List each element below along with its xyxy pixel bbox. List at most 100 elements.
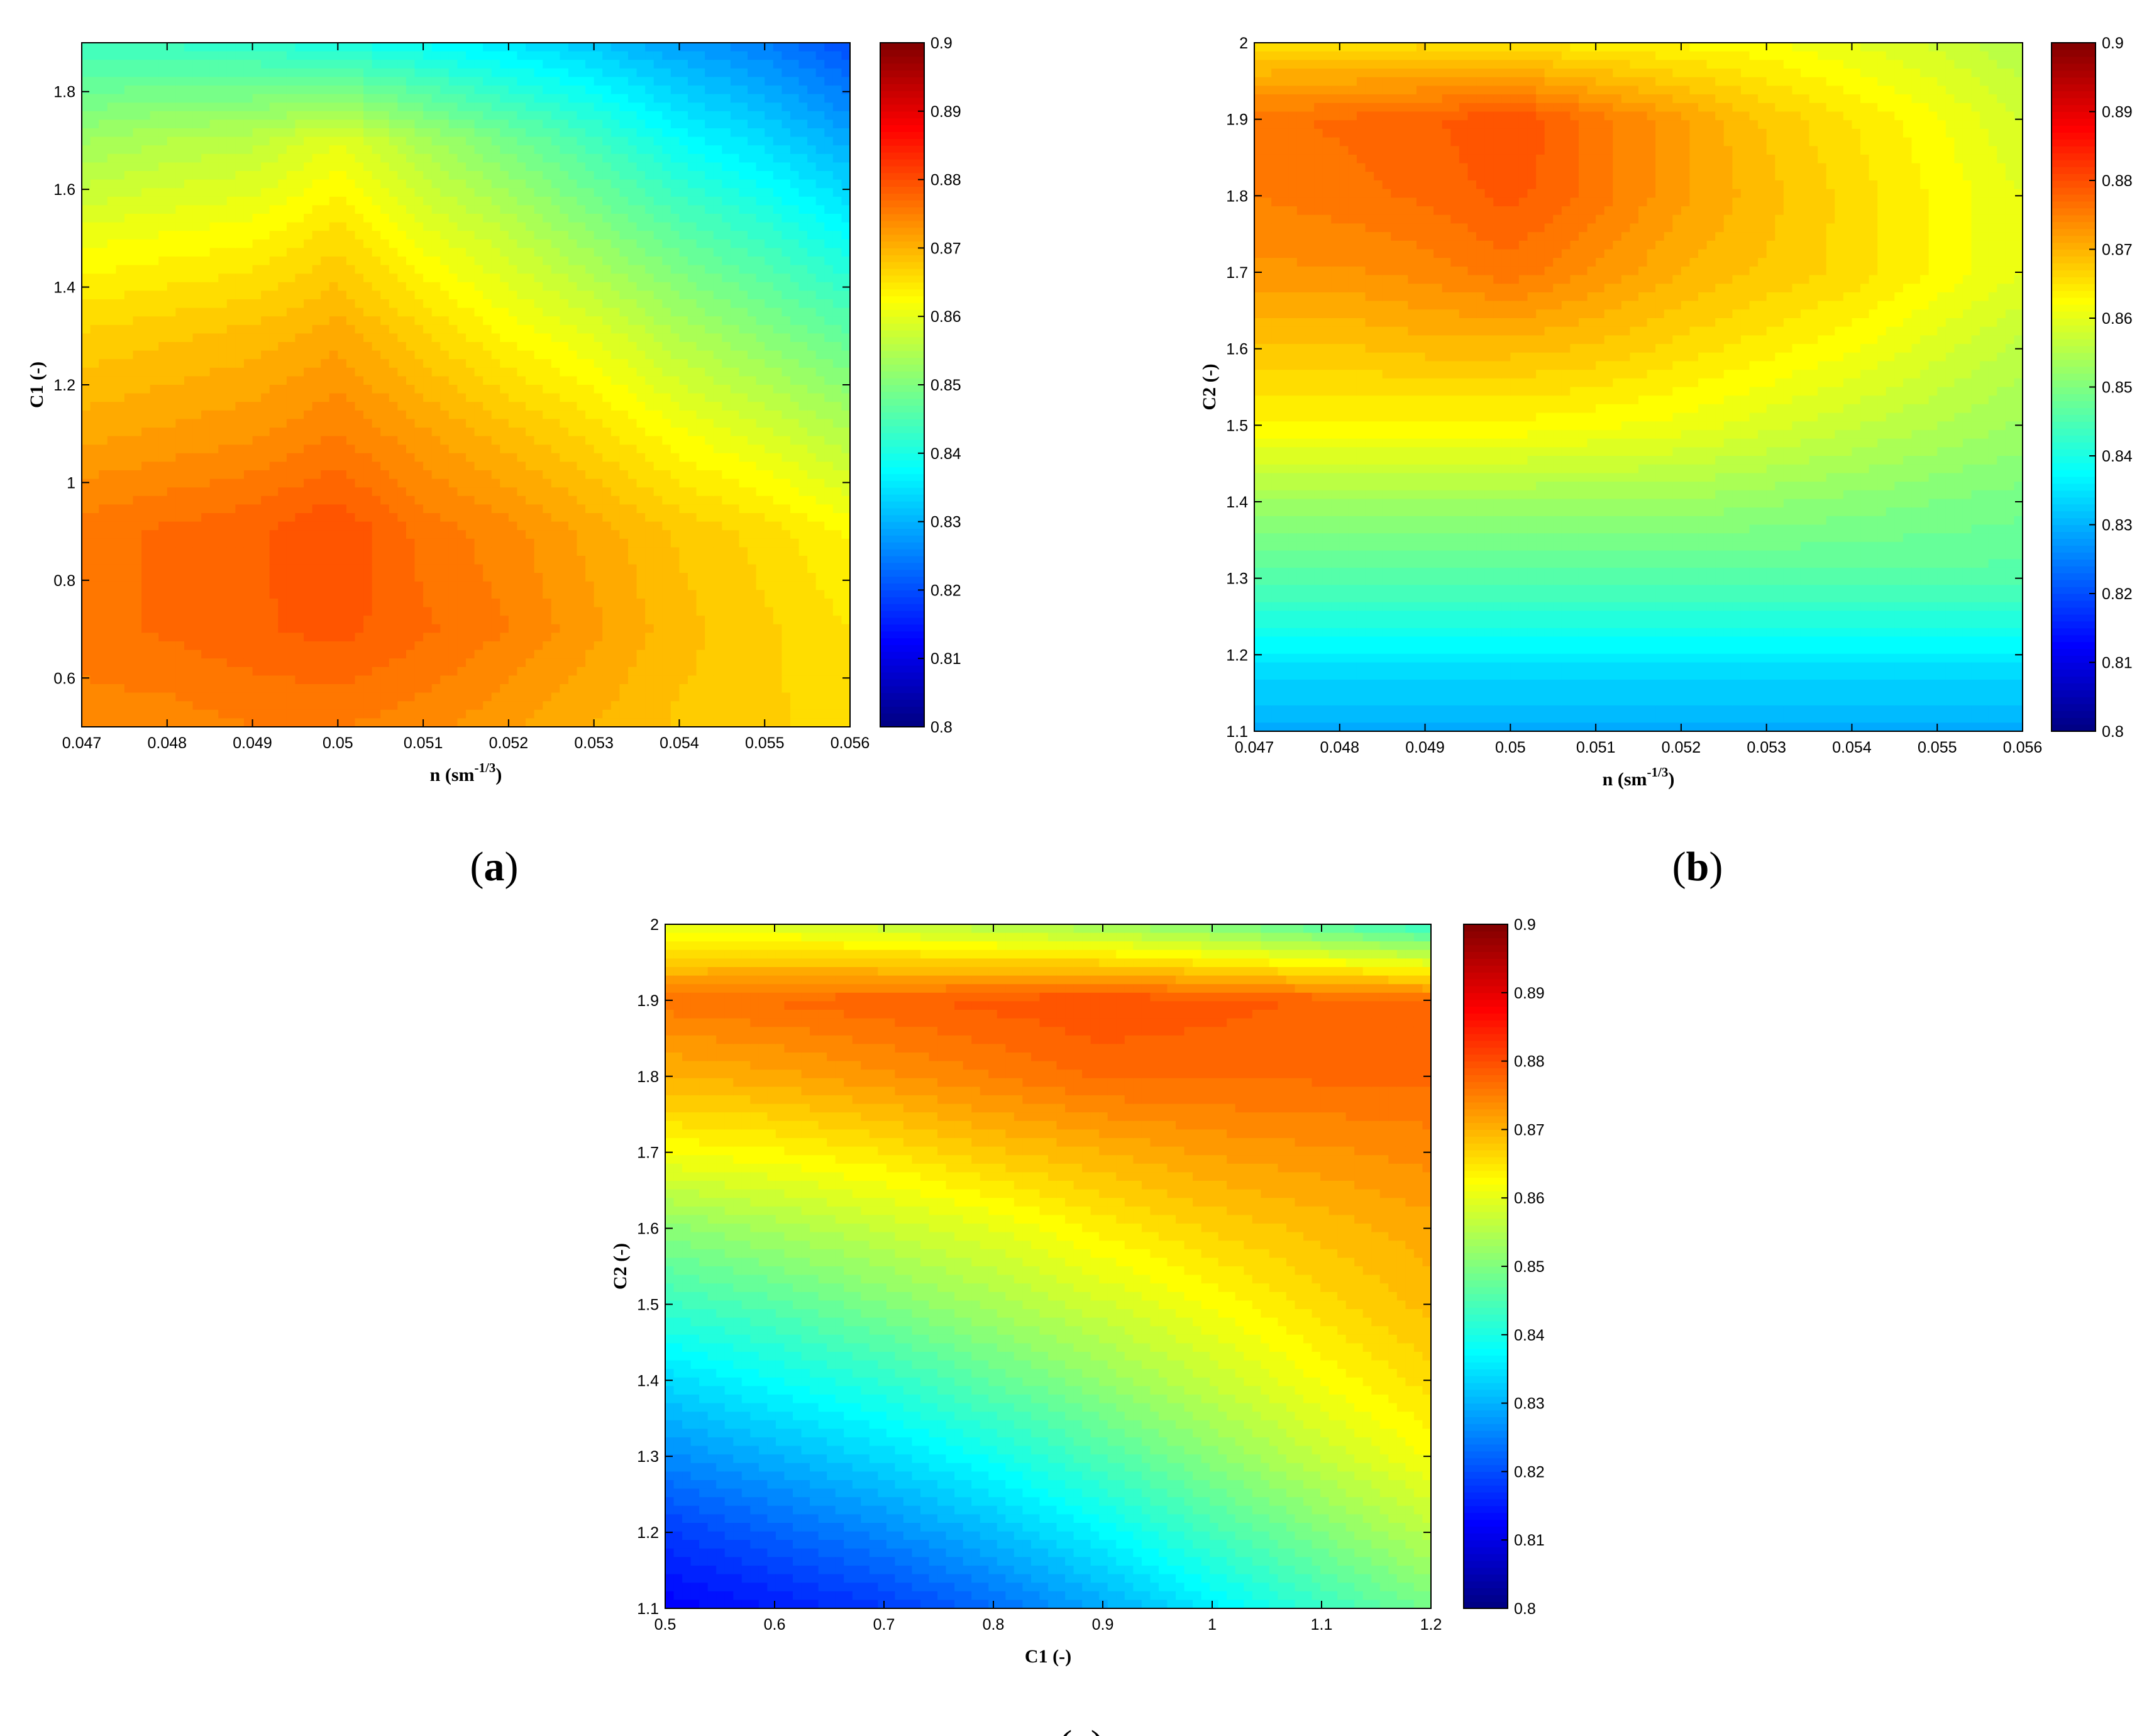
heatmap-cell bbox=[560, 478, 569, 488]
heatmap-cell bbox=[355, 462, 364, 471]
heatmap-cell bbox=[124, 324, 134, 334]
heatmap-cell bbox=[338, 179, 347, 189]
heatmap-cell bbox=[389, 709, 398, 719]
heatmap-cell bbox=[184, 599, 194, 608]
heatmap-cell bbox=[269, 445, 279, 454]
heatmap-cell bbox=[406, 564, 416, 573]
heatmap-cell bbox=[431, 102, 441, 112]
heatmap-cell bbox=[158, 530, 168, 539]
heatmap-cell bbox=[423, 573, 433, 582]
heatmap-cell bbox=[321, 650, 330, 659]
heatmap-cell bbox=[141, 556, 151, 565]
heatmap-cell bbox=[99, 633, 108, 642]
heatmap-cell bbox=[141, 470, 151, 480]
heatmap-cell bbox=[99, 478, 108, 488]
heatmap-cell bbox=[389, 692, 398, 702]
heatmap-cell bbox=[440, 119, 450, 129]
heatmap-cell bbox=[226, 419, 236, 428]
heatmap-cell bbox=[90, 436, 99, 445]
heatmap-cell bbox=[585, 538, 595, 548]
heatmap-cell bbox=[551, 428, 560, 437]
heatmap-cell bbox=[440, 239, 450, 248]
heatmap-cell bbox=[508, 324, 518, 334]
heatmap-cell bbox=[355, 359, 364, 368]
heatmap-cell bbox=[116, 367, 125, 377]
heatmap-cell bbox=[184, 692, 194, 702]
heatmap-cell bbox=[560, 564, 569, 573]
heatmap-cell bbox=[380, 581, 390, 590]
heatmap-cell bbox=[380, 692, 390, 702]
heatmap-cell bbox=[116, 402, 125, 411]
heatmap-cell bbox=[414, 367, 424, 377]
heatmap-cell bbox=[543, 641, 552, 651]
heatmap-cell bbox=[500, 666, 509, 676]
heatmap-cell bbox=[389, 718, 398, 727]
heatmap-cell bbox=[610, 222, 620, 231]
heatmap-cell bbox=[321, 43, 330, 52]
heatmap-cell bbox=[517, 94, 526, 103]
heatmap-cell bbox=[133, 214, 142, 223]
heatmap-cell bbox=[321, 359, 330, 368]
heatmap-cell bbox=[338, 51, 347, 60]
heatmap-cell bbox=[133, 290, 142, 300]
heatmap-cell bbox=[304, 342, 313, 351]
heatmap-cell bbox=[517, 607, 526, 616]
heatmap-cell bbox=[218, 51, 228, 60]
heatmap-cell bbox=[304, 564, 313, 573]
heatmap-cell bbox=[167, 692, 176, 702]
heatmap-cell bbox=[500, 239, 509, 248]
heatmap-cell bbox=[99, 616, 108, 625]
heatmap-cell bbox=[90, 616, 99, 625]
heatmap-cell bbox=[124, 171, 134, 180]
heatmap-cell bbox=[124, 205, 134, 214]
heatmap-cell bbox=[355, 709, 364, 719]
heatmap-cell bbox=[372, 222, 381, 231]
heatmap-cell bbox=[491, 205, 500, 214]
heatmap-cell bbox=[133, 590, 142, 599]
heatmap-cell bbox=[346, 616, 356, 625]
heatmap-cell bbox=[167, 68, 176, 77]
heatmap-cell bbox=[389, 513, 398, 522]
heatmap-cell bbox=[594, 675, 603, 685]
heatmap-cell bbox=[610, 77, 620, 86]
heatmap-cell bbox=[167, 162, 176, 172]
heatmap-cell bbox=[338, 248, 347, 257]
heatmap-cell bbox=[526, 436, 535, 445]
heatmap-cell bbox=[543, 188, 552, 197]
heatmap-cell bbox=[329, 171, 338, 180]
heatmap-cell bbox=[500, 153, 509, 163]
heatmap-cell bbox=[414, 342, 424, 351]
heatmap-cell bbox=[534, 513, 543, 522]
heatmap-cell bbox=[321, 495, 330, 505]
heatmap-cell bbox=[534, 385, 543, 394]
heatmap-cell bbox=[551, 709, 560, 719]
heatmap-cell bbox=[517, 633, 526, 642]
heatmap-cell bbox=[380, 624, 390, 633]
heatmap-cell bbox=[133, 316, 142, 326]
heatmap-cell bbox=[321, 367, 330, 377]
heatmap-cell bbox=[577, 162, 586, 172]
heatmap-cell bbox=[278, 376, 287, 385]
heatmap-cell bbox=[568, 495, 578, 505]
heatmap-cell bbox=[261, 590, 270, 599]
heatmap-cell bbox=[517, 299, 526, 309]
heatmap-cell bbox=[372, 385, 381, 394]
heatmap-cell bbox=[252, 153, 262, 163]
heatmap-cell bbox=[235, 128, 245, 138]
heatmap-cell bbox=[500, 77, 509, 86]
heatmap-cell bbox=[491, 342, 500, 351]
heatmap-cell bbox=[175, 102, 185, 112]
heatmap-cell bbox=[389, 393, 398, 402]
heatmap-cell bbox=[338, 162, 347, 172]
heatmap-cell bbox=[577, 239, 586, 248]
heatmap-cell bbox=[517, 376, 526, 385]
heatmap-cell bbox=[192, 666, 202, 676]
heatmap-cell bbox=[295, 718, 304, 727]
heatmap-cell bbox=[150, 376, 159, 385]
heatmap-cell bbox=[82, 393, 91, 402]
heatmap-cell bbox=[483, 495, 492, 505]
heatmap-cell bbox=[577, 624, 586, 633]
heatmap-cell bbox=[99, 171, 108, 180]
heatmap-cell bbox=[175, 60, 185, 69]
heatmap-cell bbox=[568, 718, 578, 727]
